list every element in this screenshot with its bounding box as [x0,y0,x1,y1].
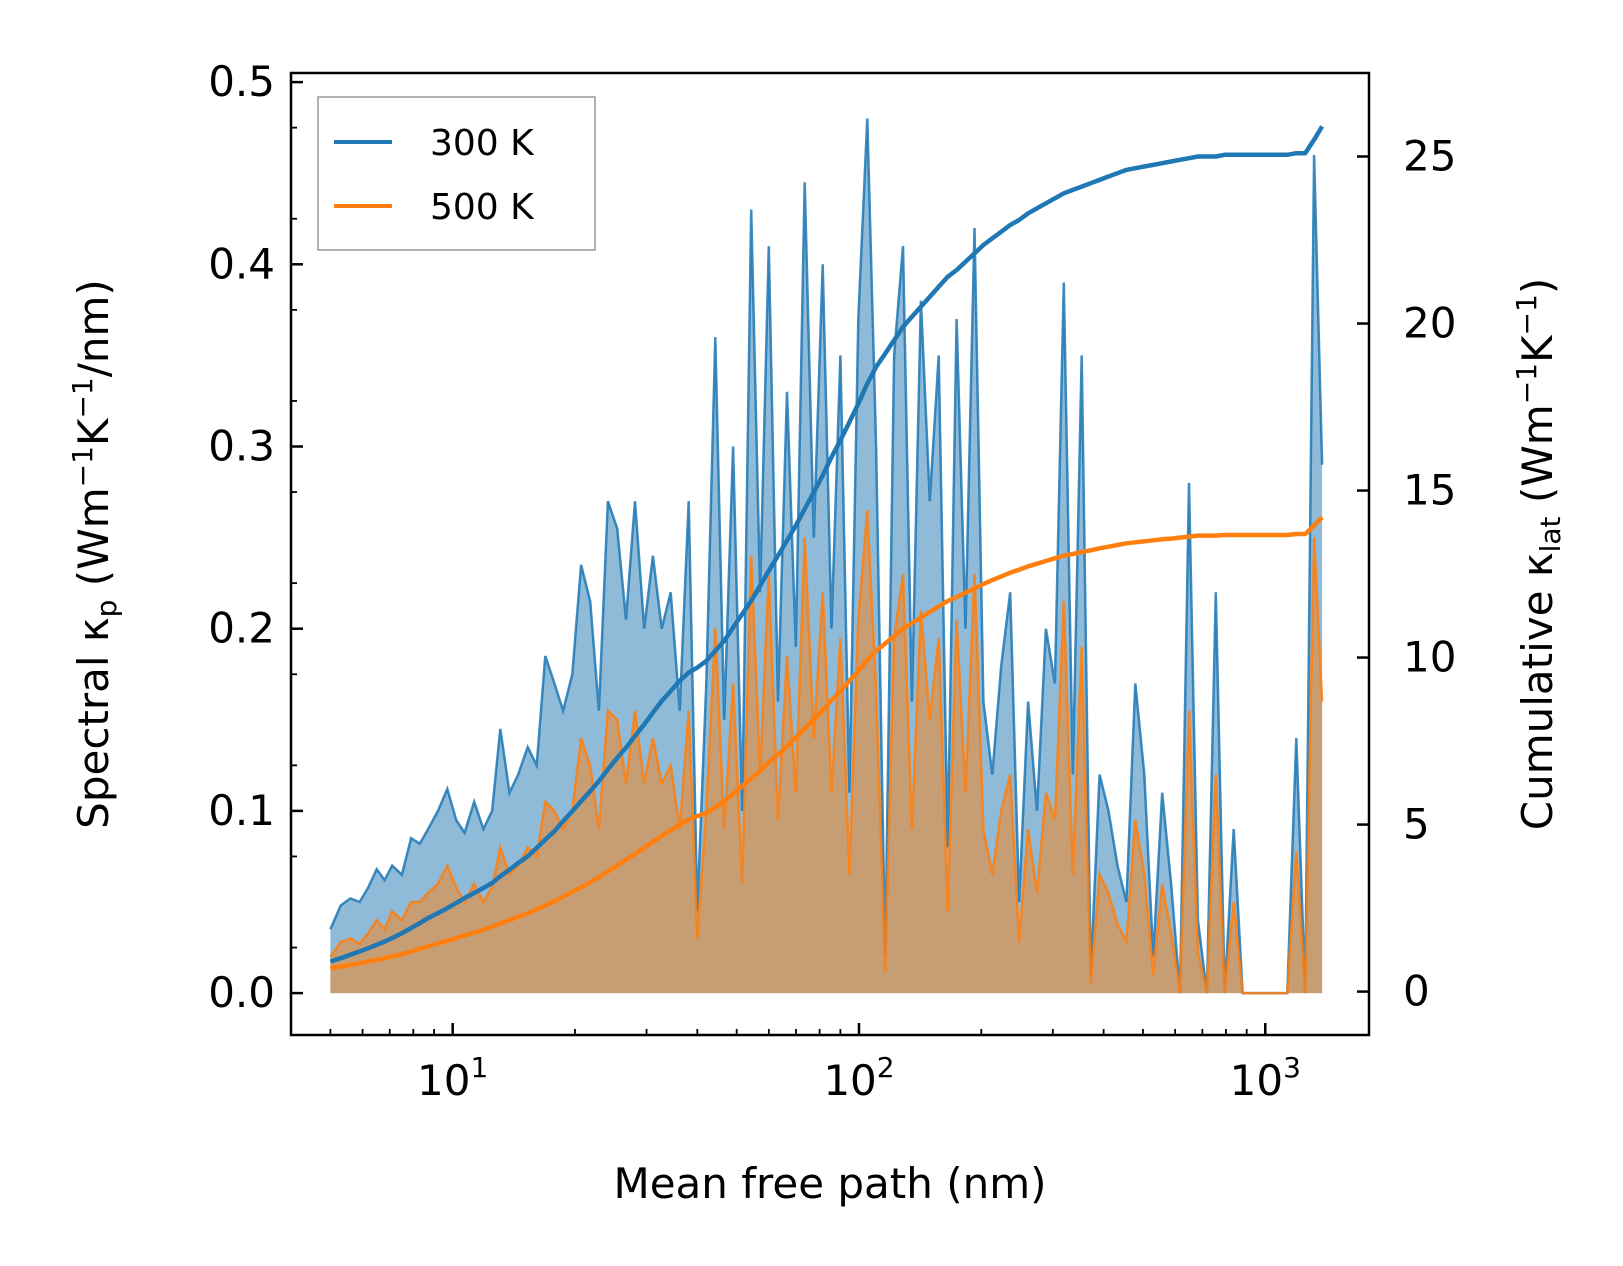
right-y-tick-label: 10 [1403,633,1456,682]
x-tick-exponent: 3 [1283,1051,1301,1084]
x-tick-exponent: 2 [877,1051,895,1084]
x-tick-base: 10 [417,1056,470,1105]
left-y-axis-label: Spectral κp (Wm−1K−1/nm) [66,279,123,829]
right-y-label-open: (Wm [1513,404,1562,516]
spectral-outline-500k [329,510,1324,995]
right-y-tick-label: 0 [1403,967,1430,1016]
left-y-tick-label: 0.0 [208,968,275,1017]
legend-label-300k: 300 K [430,123,535,164]
x-tick-base: 10 [1230,1056,1283,1105]
right-y-tick-label: 5 [1403,800,1430,849]
right-y-label-mid: K [1513,334,1562,363]
spectral-area-500k [330,510,1323,994]
right-y-axis-label: Cumulative κlat (Wm−1K−1) [1510,278,1567,830]
legend-box [317,96,596,251]
x-tick-base: 10 [823,1056,876,1105]
x-tick-exponent: 1 [470,1051,488,1084]
right-y-tick-label: 20 [1403,299,1456,348]
right-y-label-close: ) [1513,278,1562,294]
left-y-tick-label: 0.2 [208,604,275,653]
x-tick-label: 103 [1230,1051,1301,1105]
cumulative-line-300k [329,125,1325,964]
spectral-outline-300k [329,118,1324,995]
cumulative-line-layer [329,125,1325,971]
legend: 300 K 500 K [317,96,596,251]
left-y-label-open: (Wm [69,487,118,599]
right-y-label-sup1: −1 [1510,363,1543,404]
left-y-label-sup2: −1 [66,377,99,418]
right-y-label-sub: lat [1534,516,1567,552]
spectral-area-layer [329,118,1324,995]
x-tick-label: 101 [417,1051,488,1105]
plot-frame [289,71,1371,1037]
axis-ticks [290,80,1369,1035]
left-y-label-mid: K [69,417,118,446]
right-y-label-prefix: Cumulative κ [1513,552,1562,830]
right-y-tick-label: 25 [1403,132,1456,181]
left-y-label-prefix: Spectral κ [69,617,118,829]
cumulative-line-500k [330,515,1324,971]
left-y-label-sub: p [90,600,123,618]
left-y-label-sup1: −1 [66,446,99,487]
left-y-label-close: /nm) [69,279,118,377]
left-y-tick-label: 0.5 [208,57,275,106]
right-y-label-sup2: −1 [1510,294,1543,335]
x-tick-label: 102 [823,1051,894,1105]
left-y-tick-label: 0.1 [208,786,275,835]
right-y-tick-label: 15 [1403,466,1456,515]
left-y-tick-label: 0.4 [208,239,275,288]
legend-label-500k: 500 K [430,187,535,228]
x-axis-label: Mean free path (nm) [613,1159,1046,1208]
left-y-tick-label: 0.3 [208,422,275,471]
